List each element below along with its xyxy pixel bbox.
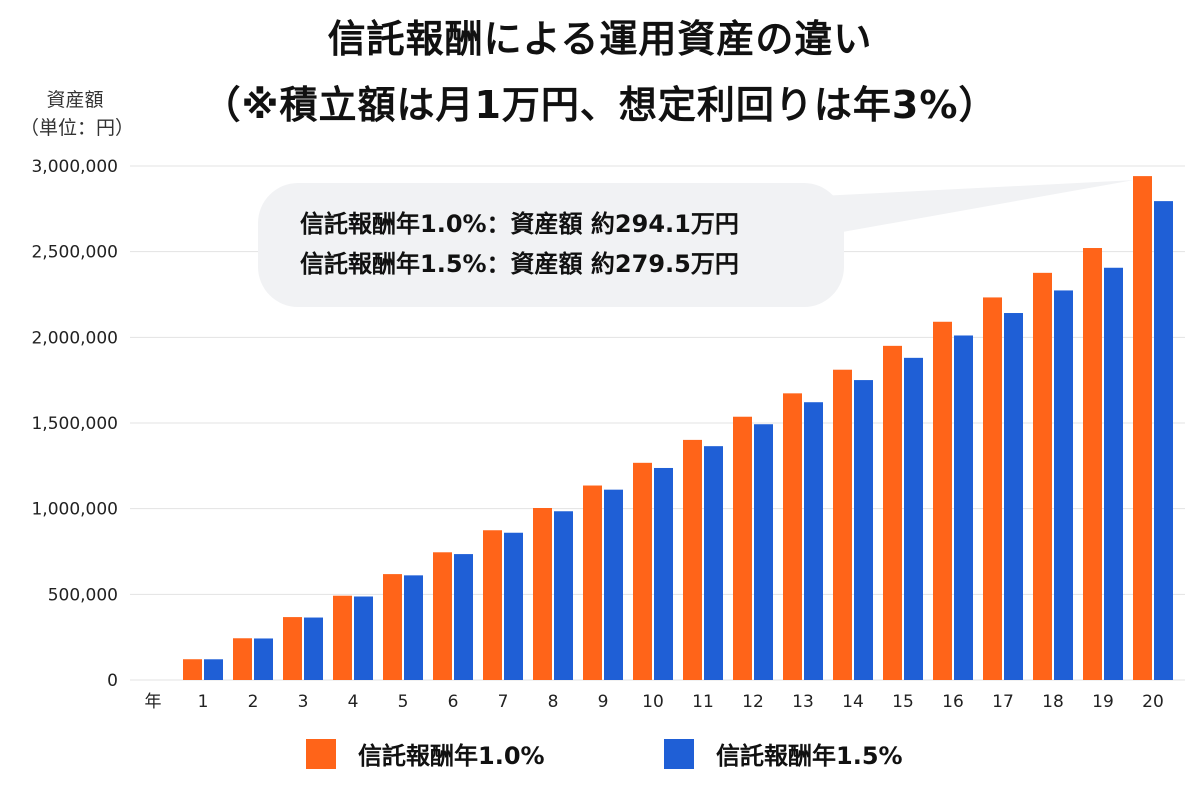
bar-series1 — [1083, 248, 1102, 680]
chart-title-line1: 信託報酬による運用資産の違い — [327, 17, 873, 61]
bar-series1 — [633, 462, 652, 680]
x-tick-label: 5 — [398, 692, 409, 712]
bar-series1 — [433, 552, 452, 680]
callout-pointer — [820, 180, 1134, 236]
bar-series2 — [904, 357, 923, 680]
bar-series1 — [233, 638, 252, 680]
legend-item-series1: 信託報酬年1.0% — [306, 736, 545, 771]
bar-series1 — [883, 345, 902, 680]
legend-label-series1: 信託報酬年1.0% — [358, 742, 545, 770]
bar-series1 — [533, 507, 552, 680]
bar-series2 — [1054, 290, 1073, 680]
x-tick-label: 9 — [598, 692, 609, 712]
x-tick-label: 13 — [792, 692, 814, 712]
x-tick-label: 11 — [692, 692, 714, 712]
chart-title-line2: （※積立額は月1万円、想定利回りは年3%） — [202, 83, 998, 127]
x-tick-label: 1 — [198, 692, 209, 712]
bar-series1 — [833, 369, 852, 680]
bar-series2 — [1004, 313, 1023, 680]
y-tick-label: 3,000,000 — [31, 157, 118, 177]
y-tick-label: 0 — [107, 671, 118, 691]
x-tick-label: 20 — [1142, 692, 1164, 712]
bar-series2 — [354, 596, 373, 680]
x-tick-label: 8 — [548, 692, 559, 712]
bar-series2 — [804, 402, 823, 680]
bar-series1 — [583, 485, 602, 680]
x-tick-label: 19 — [1092, 692, 1114, 712]
y-axis-label-line1: 資産額 — [46, 89, 104, 111]
bar-series2 — [854, 380, 873, 680]
y-axis-label: 資産額 （単位：円） — [20, 86, 135, 142]
x-tick-label: 10 — [642, 692, 664, 712]
x-tick-label: 7 — [498, 692, 509, 712]
y-axis-label-line2: （単位：円） — [20, 117, 135, 139]
callout-box — [258, 183, 844, 307]
x-tick-label: 17 — [992, 692, 1014, 712]
bar-series1 — [483, 530, 502, 680]
bar-series2 — [754, 424, 773, 680]
y-tick-label: 1,000,000 — [31, 500, 118, 520]
x-tick-label: 14 — [842, 692, 864, 712]
bar-series1 — [283, 617, 302, 680]
bar-series2 — [704, 446, 723, 680]
bar-series2 — [504, 532, 523, 680]
legend-item-series2: 信託報酬年1.5% — [664, 736, 903, 771]
callout-text: 信託報酬年1.0%：資産額 約294.1万円 信託報酬年1.5%：資産額 約27… — [300, 204, 739, 284]
callout-line1: 信託報酬年1.0%：資産額 約294.1万円 — [300, 210, 739, 238]
bar-series2 — [454, 554, 473, 680]
bar-series2 — [554, 511, 573, 680]
bar-series2 — [254, 638, 273, 680]
x-tick-label: 18 — [1042, 692, 1064, 712]
bar-series2 — [654, 467, 673, 680]
x-tick-label: 6 — [448, 692, 459, 712]
y-tick-label: 2,000,000 — [31, 328, 118, 348]
legend-swatch-series2 — [664, 738, 694, 769]
x-tick-label: 15 — [892, 692, 914, 712]
bar-series1 — [783, 393, 802, 680]
y-tick-label: 500,000 — [48, 585, 118, 605]
legend-swatch-series1 — [306, 738, 336, 769]
bar-series1 — [983, 297, 1002, 680]
bar-series2 — [304, 617, 323, 680]
x-tick-label: 12 — [742, 692, 764, 712]
bar-series1 — [1033, 272, 1052, 680]
callout-line2: 信託報酬年1.5%：資産額 約279.5万円 — [300, 250, 739, 278]
bar-series2 — [1104, 267, 1123, 680]
bar-series2 — [604, 489, 623, 680]
y-tick-label: 2,500,000 — [31, 243, 118, 263]
y-tick-label: 1,500,000 — [31, 414, 118, 434]
bar-series1 — [1133, 176, 1152, 680]
bar-series2 — [204, 659, 223, 680]
x-axis-unit-label: 年 — [145, 692, 162, 712]
bar-series1 — [733, 416, 752, 680]
bar-series2 — [404, 575, 423, 680]
bar-series2 — [1154, 201, 1173, 680]
legend-label-series2: 信託報酬年1.5% — [716, 742, 903, 770]
x-tick-label: 2 — [248, 692, 259, 712]
bar-series1 — [933, 321, 952, 680]
bar-series2 — [954, 335, 973, 680]
x-tick-label: 16 — [942, 692, 964, 712]
bar-series1 — [183, 659, 202, 680]
bar-series1 — [383, 574, 402, 680]
x-tick-label: 3 — [298, 692, 309, 712]
bar-series1 — [333, 595, 352, 680]
bar-series1 — [683, 439, 702, 680]
x-tick-label: 4 — [348, 692, 359, 712]
